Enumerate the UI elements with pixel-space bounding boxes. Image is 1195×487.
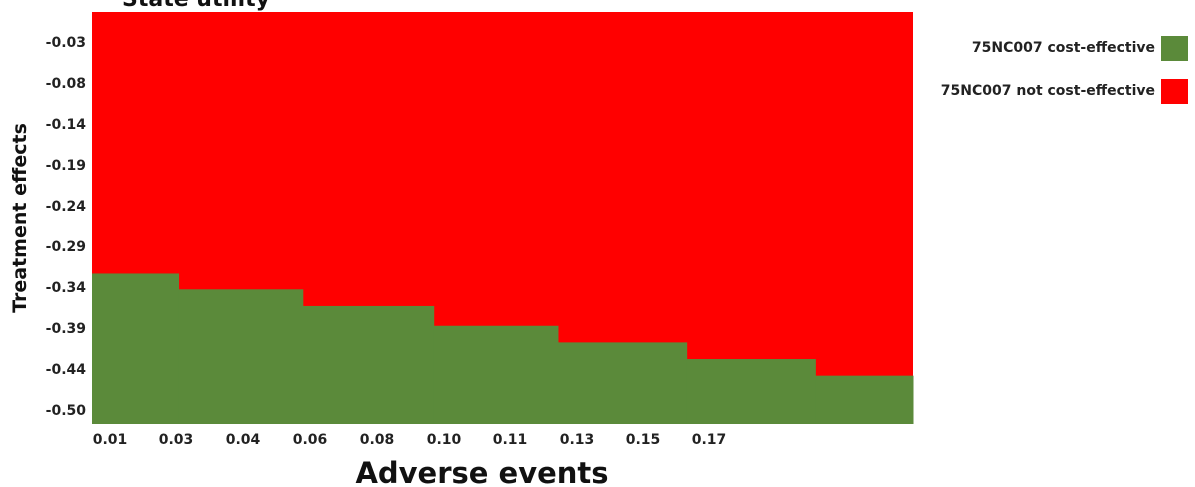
legend: 75NC007 cost-effective 75NC007 not cost-e… [941, 36, 1188, 104]
region-cost-effective-step-7 [815, 375, 914, 424]
y-tick-label: -0.50 [46, 403, 87, 419]
legend-entry-label: 75NC007 not cost-effective [941, 83, 1155, 99]
region-cost-effective-step-6 [686, 359, 816, 424]
y-tick-label: -0.14 [46, 117, 87, 133]
x-tick-label: 0.04 [226, 432, 261, 448]
x-tick-label: 0.08 [360, 432, 395, 448]
x-axis-title: Adverse events [355, 456, 608, 487]
x-tick-label: 0.03 [159, 432, 194, 448]
x-tick-label: 0.11 [493, 432, 528, 448]
y-tick-label: -0.44 [46, 362, 87, 378]
x-tick-label: 0.17 [692, 432, 727, 448]
region-cost-effective-step-4 [433, 325, 559, 424]
region-cost-effective-step-2 [178, 289, 304, 424]
plot-area [92, 12, 914, 424]
region-cost-effective-step-5 [557, 342, 688, 424]
x-tick-label: 0.13 [560, 432, 595, 448]
y-tick-label: -0.19 [46, 158, 86, 174]
y-tick-label: -0.24 [46, 199, 87, 215]
legend-entry-label: 75NC007 cost-effective [972, 40, 1155, 56]
y-axis-ticks: -0.03 -0.08 -0.14 -0.19 -0.24 -0.29 -0.34 -0.39… [46, 35, 87, 419]
y-tick-label: -0.08 [46, 76, 86, 92]
legend-swatch [1161, 36, 1188, 61]
y-tick-label: -0.03 [46, 35, 86, 51]
x-tick-label: 0.15 [626, 432, 661, 448]
y-tick-label: -0.39 [46, 321, 86, 337]
y-tick-label: -0.34 [46, 280, 87, 296]
x-tick-label: 0.01 [93, 432, 128, 448]
region-cost-effective-step-3 [302, 305, 435, 424]
x-tick-label: 0.06 [293, 432, 328, 448]
chart-title: State utility [122, 0, 270, 12]
y-tick-label: -0.29 [46, 239, 86, 255]
x-tick-label: 0.10 [427, 432, 462, 448]
region-cost-effective-step-1 [92, 273, 180, 424]
x-axis-ticks: 0.01 0.03 0.04 0.06 0.08 0.10 0.11 0.13 0.15 0.17 [93, 432, 727, 448]
legend-swatch [1161, 79, 1188, 104]
y-axis-title: Treatment effects [9, 123, 31, 313]
